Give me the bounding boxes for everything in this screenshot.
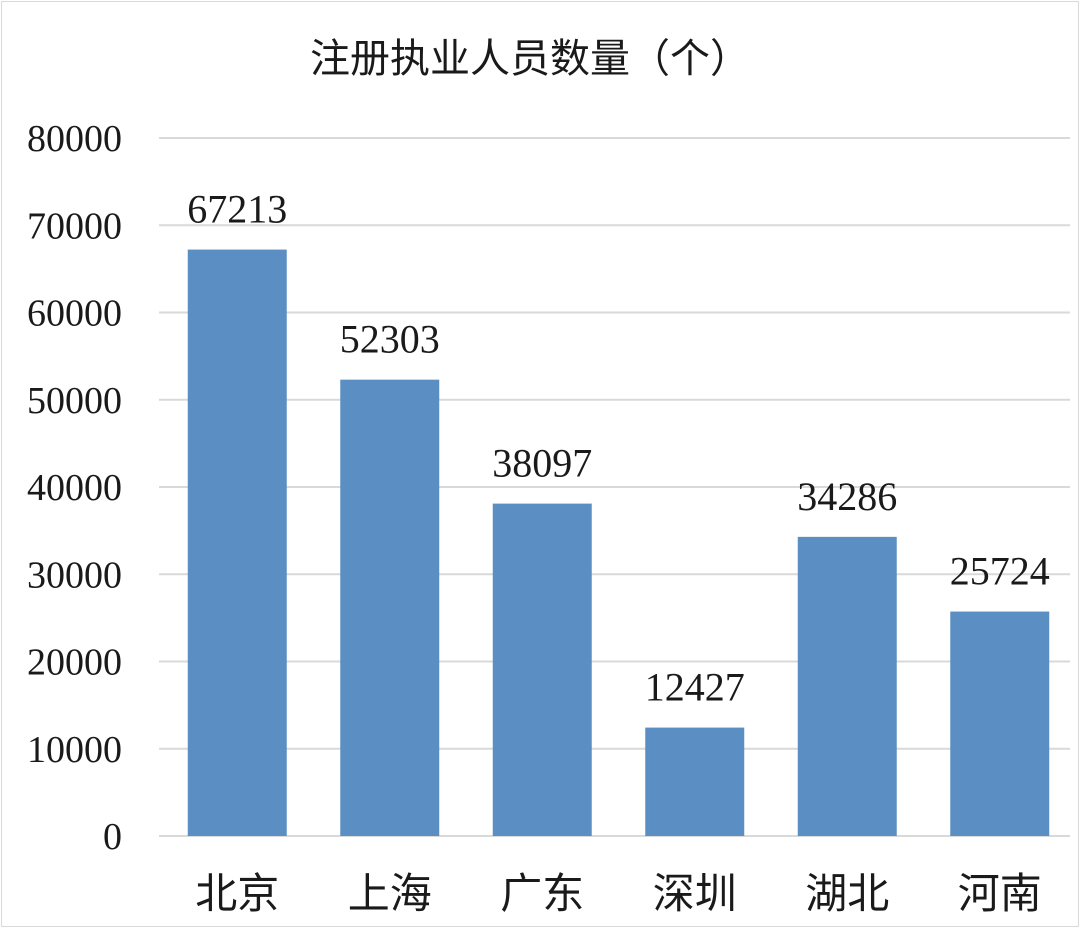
data-label: 12427	[645, 665, 745, 710]
y-axis-tick-labels: 0 10000 20000 30000 40000 50000 60000 70000 8000…	[27, 118, 122, 858]
bar	[340, 379, 440, 836]
x-tick-label: 湖北	[805, 869, 889, 918]
bar	[187, 249, 287, 836]
bar	[645, 727, 745, 836]
x-tick-label: 上海	[348, 869, 432, 918]
data-label: 34286	[797, 474, 897, 519]
x-axis-category-labels: 北京 上海 广东 深圳 湖北 河南	[195, 869, 1042, 918]
y-tick-label: 50000	[27, 380, 122, 422]
y-tick-label: 10000	[27, 729, 122, 771]
x-tick-label: 深圳	[653, 869, 737, 918]
y-tick-label: 70000	[27, 205, 122, 247]
x-tick-label: 河南	[958, 869, 1042, 918]
data-labels: 67213 52303 38097 12427 34286 25724	[187, 187, 1050, 710]
y-tick-label: 30000	[27, 554, 122, 596]
gridlines	[159, 137, 1070, 837]
bar	[492, 503, 592, 836]
x-tick-label: 广东	[500, 869, 584, 918]
y-tick-label: 20000	[27, 642, 122, 684]
y-tick-label: 80000	[27, 118, 122, 160]
chart-title: 注册执业人员数量（个）	[310, 36, 750, 82]
data-label: 67213	[187, 187, 287, 232]
bar	[797, 536, 897, 836]
y-tick-label: 40000	[27, 467, 122, 509]
data-label: 25724	[950, 549, 1050, 594]
x-tick-label: 北京	[195, 869, 279, 918]
data-label: 38097	[492, 441, 592, 486]
data-label: 52303	[340, 317, 440, 362]
bars	[187, 249, 1050, 836]
bar	[950, 611, 1050, 836]
y-tick-label: 0	[103, 816, 122, 858]
y-tick-label: 60000	[27, 293, 122, 335]
